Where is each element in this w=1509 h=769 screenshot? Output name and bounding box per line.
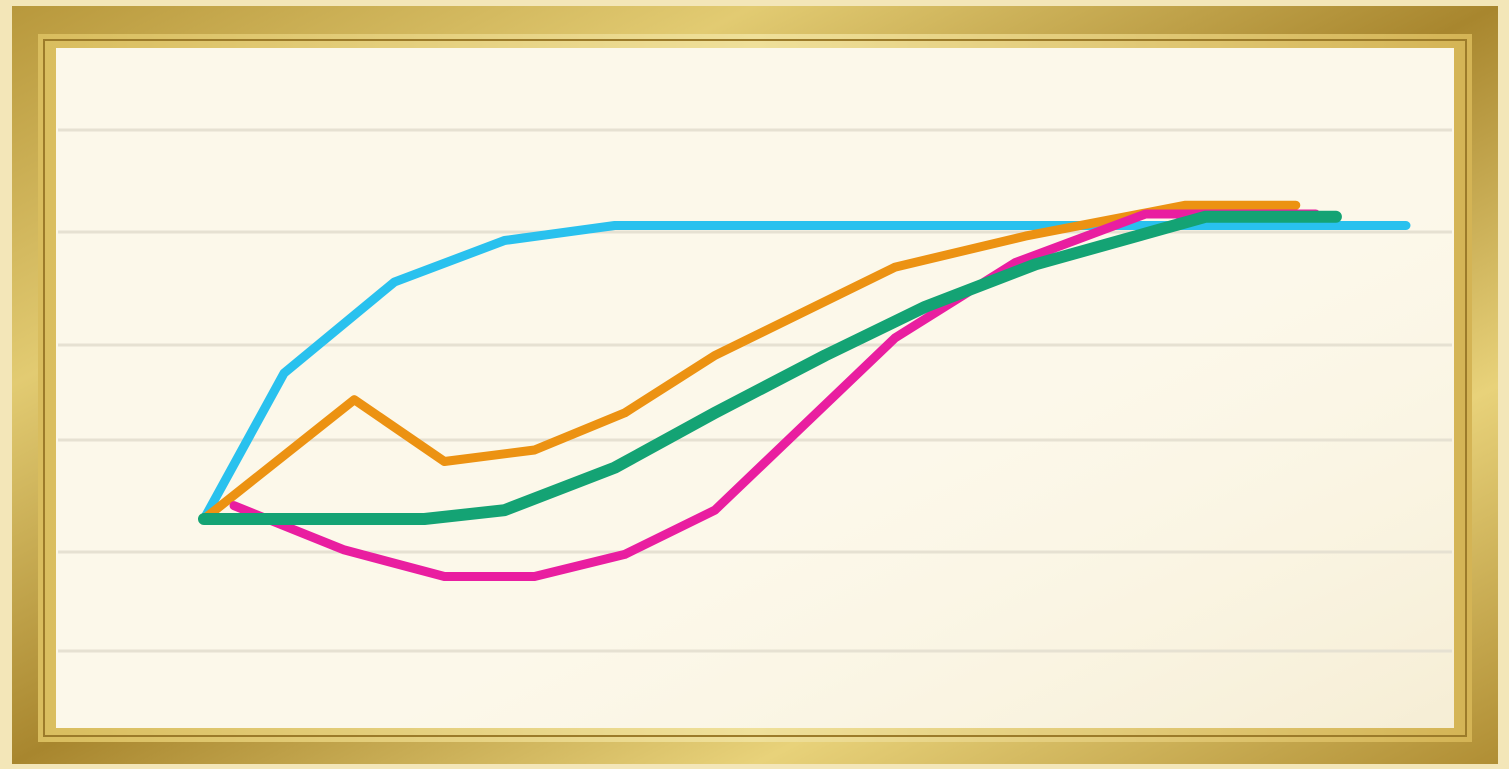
series-line-1 (199, 221, 1411, 524)
series-line-4 (198, 210, 1342, 525)
gold-frame-bevel (43, 39, 1467, 737)
series-line-3 (229, 209, 1321, 581)
series-line-2 (199, 200, 1301, 524)
